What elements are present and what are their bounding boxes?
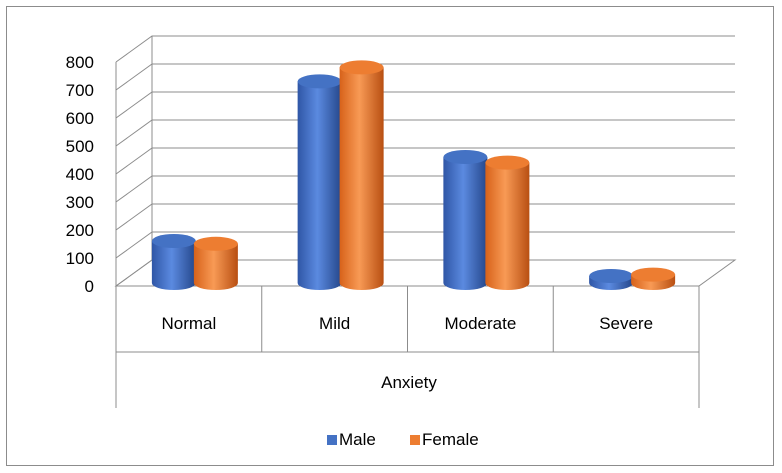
legend-label-male: Male (339, 430, 376, 449)
bar-female-moderate-body (485, 162, 530, 290)
bar-female-normal (193, 236, 238, 290)
x-tick-label-mild: Mild (319, 314, 350, 333)
y-tick-label-600: 600 (66, 109, 94, 128)
bar-female-normal-body (193, 243, 238, 290)
y-axis-tick-labels: 0 100 200 300 400 500 600 700 800 (66, 53, 94, 296)
chart-border (6, 6, 774, 466)
y-tick-label-100: 100 (66, 249, 94, 268)
x-tick-label-severe: Severe (599, 314, 653, 333)
bar-female-mild-top (339, 60, 384, 75)
bar-female-mild (339, 60, 384, 291)
y-tick-label-300: 300 (66, 193, 94, 212)
bar-female-mild-body (339, 67, 384, 291)
bar-male-mild-top (297, 74, 342, 89)
y-tick-label-400: 400 (66, 165, 94, 184)
bars (151, 60, 676, 291)
bar-male-severe (589, 269, 634, 290)
y-tick-label-200: 200 (66, 221, 94, 240)
bar-male-moderate-top (443, 150, 488, 164)
gridline-800 (115, 35, 735, 63)
bar-male-normal (151, 234, 196, 290)
gridline-500 (115, 119, 735, 147)
legend-swatch-male (327, 435, 337, 445)
gridline-100 (115, 231, 735, 259)
bar-male-mild-body (297, 81, 342, 291)
legend-swatch-female (410, 435, 420, 445)
bar-male-severe-top (589, 269, 634, 283)
bar-female-severe-top (631, 267, 676, 282)
legend: Male Female (327, 430, 479, 449)
gridline-400 (115, 147, 735, 175)
x-tick-label-normal: Normal (161, 314, 216, 333)
gridlines (115, 35, 735, 287)
gridline-700 (115, 63, 735, 91)
y-tick-label-0: 0 (85, 277, 94, 296)
bar-male-mild (297, 74, 342, 291)
gridline-300 (115, 175, 735, 203)
legend-label-female: Female (422, 430, 479, 449)
gridline-600 (115, 91, 735, 119)
bar-female-moderate (485, 155, 530, 290)
bar-male-moderate-body (443, 157, 488, 290)
category-group-label: Anxiety (381, 373, 437, 392)
x-tick-label-moderate: Moderate (444, 314, 516, 333)
category-axis: Normal Mild Moderate Severe (115, 286, 700, 408)
bar-female-moderate-top (485, 155, 530, 170)
bar-female-severe (631, 267, 676, 290)
y-tick-label-800: 800 (66, 53, 94, 72)
y-tick-label-700: 700 (66, 81, 94, 100)
bar-male-moderate (443, 150, 488, 290)
gridline-200 (115, 203, 735, 231)
y-tick-label-500: 500 (66, 137, 94, 156)
bar-male-normal-body (151, 241, 196, 290)
bar-female-normal-top (193, 236, 238, 251)
bar-male-normal-top (151, 234, 196, 248)
chart-area: 0 100 200 300 400 500 600 700 800 Normal Mild Mode… (6, 6, 774, 466)
